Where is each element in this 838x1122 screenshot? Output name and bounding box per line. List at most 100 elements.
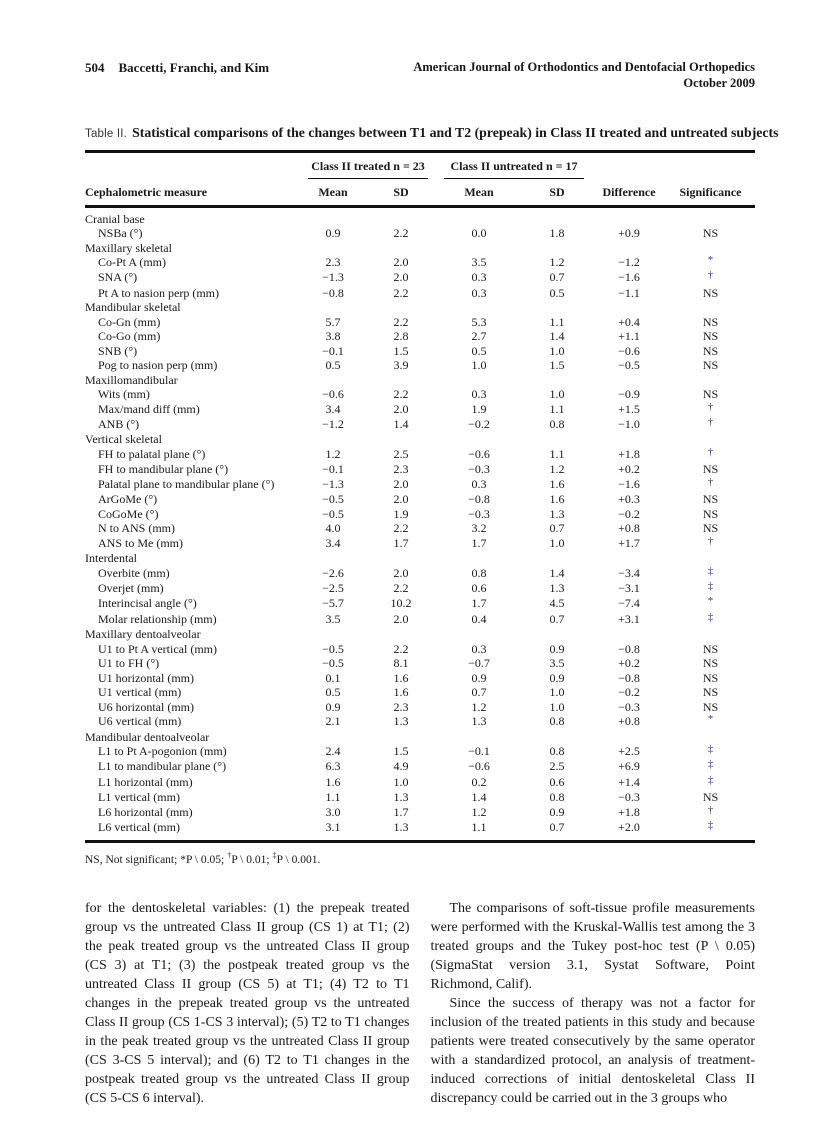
table-row: SNB (°) −0.1 1.5 0.5 1.0 −0.6 NS [85,344,755,358]
measure-cell: Wits (mm) [98,387,150,402]
table-row: SNA (°) −1.3 2.0 0.3 0.7 −1.6 † [85,269,755,285]
significance-cell: NS [702,699,719,714]
value-cell: 2.0 [393,401,409,416]
value-cell: +0.2 [618,656,640,671]
value-cell: −0.8 [618,670,640,685]
measure-cell: Pt A to nasion perp (mm) [98,285,219,300]
table-row: L6 vertical (mm) 3.1 1.3 1.1 0.7 +2.0 ‡ [85,819,755,835]
table-row: Pt A to nasion perp (mm) −0.8 2.2 0.3 0.5 −1.… [85,286,755,300]
significance-symbol: * [707,713,714,726]
value-cell: 2.8 [393,329,409,344]
value-cell: 0.3 [471,285,487,300]
measure-cell: Pog to nasion perp (mm) [98,358,218,373]
measure-cell: ArGoMe (°) [98,492,158,507]
value-cell: −0.8 [322,285,344,300]
table-row: ArGoMe (°) −0.5 2.0 −0.8 1.6 +0.3 NS [85,492,755,506]
value-cell: 1.4 [393,416,409,431]
significance-cell: † [666,535,755,551]
value-cell: 3.4 [325,401,341,416]
value-cell: 4.9 [393,759,409,774]
value-cell: 1.7 [471,596,487,611]
value-cell: 1.1 [549,314,565,329]
table-row: U1 to Pt A vertical (mm) −0.5 2.2 0.3 0.9 −0.… [85,642,755,656]
value-cell: −0.3 [618,790,640,805]
value-cell: 0.7 [549,270,565,285]
value-cell: 0.0 [471,226,487,241]
value-cell: 1.0 [393,774,409,789]
table-row: L6 horizontal (mm) 3.0 1.7 1.2 0.9 +1.8 † [85,804,755,820]
measure-cell: SNB (°) [98,343,138,358]
table-row: FH to palatal plane (°) 1.2 2.5 −0.6 1.1 +1.8… [85,446,755,462]
significance-cell: NS [702,285,719,300]
table-row: L1 to Pt A-pogonion (mm) 2.4 1.5 −0.1 0.8 +2.… [85,743,755,759]
significance-cell: NS [702,790,719,805]
table-row: Max/mand diff (mm) 3.4 2.0 1.9 1.1 +1.5 † [85,401,755,417]
statistics-table: Class II treated n = 23 Class II untreat… [85,150,755,866]
table-row: Co-Go (mm) 3.8 2.8 2.7 1.4 +1.1 NS [85,329,755,343]
value-cell: 1.5 [393,743,409,758]
significance-cell: NS [702,343,719,358]
value-cell: 1.3 [393,820,409,835]
significance-cell: NS [702,656,719,671]
table-row: L1 to mandibular plane (°) 6.3 4.9 −0.6 2.5 +… [85,758,755,774]
measure-cell: Co-Gn (mm) [98,314,161,329]
value-cell: 0.9 [549,670,565,685]
value-cell: 1.6 [549,476,565,491]
significance-cell: ‡ [666,819,755,835]
value-cell: 1.4 [549,329,565,344]
measure-cell: Molar relationship (mm) [98,611,217,626]
value-cell: 0.3 [471,387,487,402]
significance-symbol: ‡ [707,579,714,592]
table-top-rule [85,150,755,154]
value-cell: +1.5 [618,401,640,416]
value-cell: 3.2 [471,521,487,536]
section-label: Mandibular skeletal [85,300,181,315]
value-cell: 1.2 [325,446,341,461]
value-cell: 5.3 [471,314,487,329]
significance-cell: † [666,804,755,820]
value-cell: −0.6 [322,387,344,402]
significance-symbol: ‡ [707,564,714,577]
value-cell: 2.0 [393,476,409,491]
section-label: Maxillary skeletal [85,240,172,255]
authors: Baccetti, Franchi, and Kim [118,60,270,75]
value-cell: 2.4 [325,743,341,758]
significance-cell: NS [702,506,719,521]
table-row: ANB (°) −1.2 1.4 −0.2 0.8 −1.0 † [85,415,755,432]
value-cell: 1.3 [549,506,565,521]
measure-cell: L6 vertical (mm) [98,820,180,835]
value-cell: 1.4 [471,790,487,805]
value-cell: 2.3 [393,462,409,477]
value-cell: 2.7 [471,329,487,344]
value-cell: 2.0 [393,255,409,269]
value-cell: 0.9 [549,641,565,656]
value-cell: 0.5 [325,358,341,373]
value-cell: 2.0 [393,492,409,507]
value-cell: 5.7 [325,314,341,329]
measure-cell: Palatal plane to mandibular plane (°) [98,476,275,491]
value-cell: 0.9 [471,670,487,685]
table-row: N to ANS (mm) 4.0 2.2 3.2 0.7 +0.8 NS [85,521,755,535]
significance-symbol: ‡ [707,758,714,771]
table-row: NSBa (°) 0.9 2.2 0.0 1.8 +0.9 NS [85,226,755,240]
value-cell: 1.0 [549,535,565,550]
journal-name: American Journal of Orthodontics and Den… [413,60,755,74]
column-header-mean-untreated: Mean [464,185,494,200]
significance-symbol: † [707,415,714,428]
group-header-treated: Class II treated n = 23 [308,159,428,180]
value-cell: 3.5 [325,611,341,626]
value-cell: 2.2 [393,285,409,300]
value-cell: −1.2 [322,416,344,431]
table-caption: Table II. Statistical comparisons of the … [85,125,779,142]
value-cell: 2.3 [393,699,409,714]
measure-cell: L6 horizontal (mm) [98,804,193,819]
value-cell: −0.5 [322,656,344,671]
significance-symbol: ‡ [707,819,714,832]
measure-cell: L1 horizontal (mm) [98,774,193,789]
significance-symbol: ‡ [707,773,714,786]
value-cell: 3.4 [325,535,341,550]
value-cell: −5.7 [322,596,344,611]
value-cell: 1.1 [325,790,341,805]
measure-cell: U1 vertical (mm) [98,685,182,700]
table-label: Table II. [85,128,128,141]
